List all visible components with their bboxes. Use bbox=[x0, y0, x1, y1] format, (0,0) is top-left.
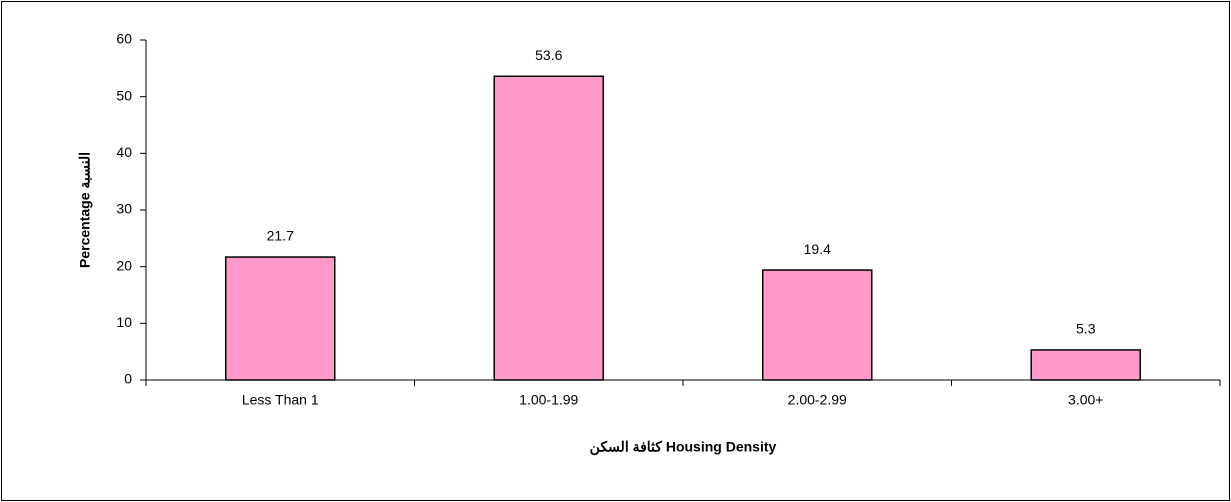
y-tick-label: 40 bbox=[116, 144, 132, 160]
value-label: 53.6 bbox=[535, 47, 562, 63]
x-tick-label: 1.00-1.99 bbox=[519, 392, 578, 408]
value-label: 5.3 bbox=[1076, 321, 1096, 337]
bar bbox=[761, 269, 873, 381]
y-axis-label: Percentage النسبة bbox=[77, 152, 93, 268]
y-tick-label: 20 bbox=[116, 257, 132, 273]
x-tick-label: Less Than 1 bbox=[242, 392, 319, 408]
y-tick-label: 0 bbox=[124, 371, 132, 387]
x-tick-label: 2.00-2.99 bbox=[788, 392, 847, 408]
x-axis-label: كثافة السكن Housing Density bbox=[590, 439, 777, 456]
y-tick-label: 10 bbox=[116, 314, 132, 330]
bar bbox=[224, 256, 336, 381]
y-tick-label: 60 bbox=[116, 31, 132, 47]
y-tick-label: 50 bbox=[116, 87, 132, 103]
x-tick-label: 3.00+ bbox=[1068, 392, 1103, 408]
value-label: 19.4 bbox=[804, 241, 831, 257]
value-label: 21.7 bbox=[267, 228, 294, 244]
y-tick-label: 30 bbox=[116, 201, 132, 217]
bar bbox=[493, 75, 605, 381]
bar bbox=[1030, 349, 1142, 381]
